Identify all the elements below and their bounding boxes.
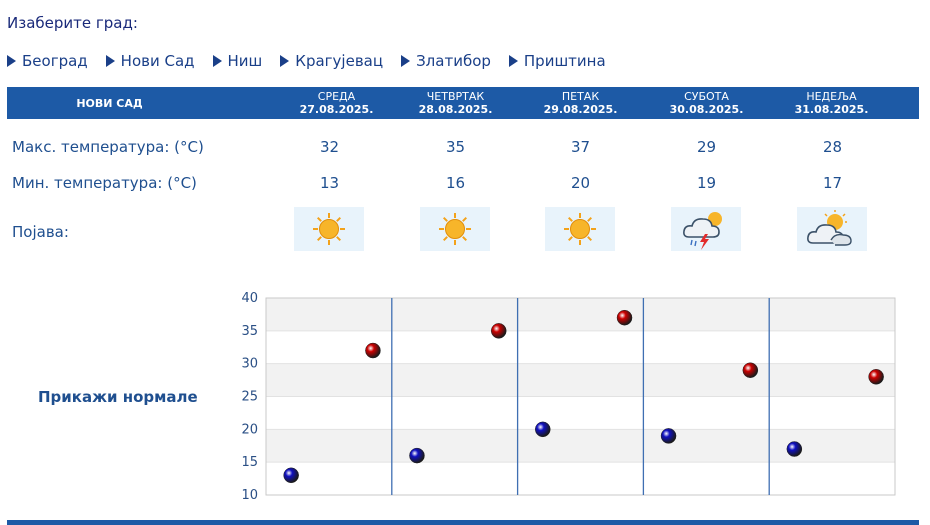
thunderstorm-icon <box>671 207 741 251</box>
min-temp-marker <box>660 428 677 444</box>
chart-y-tick-label: 15 <box>241 455 258 470</box>
chart-grid <box>265 297 896 496</box>
city-link-zlatibor[interactable]: Златибор <box>401 52 491 70</box>
chart-y-tick-label: 35 <box>241 324 258 339</box>
arrow-right-icon <box>401 55 411 67</box>
partly-cloudy-icon <box>797 207 867 251</box>
arrow-right-icon <box>7 55 16 67</box>
show-normals-button[interactable]: Прикажи нормале <box>38 388 198 406</box>
min-temp-value: 19 <box>696 174 717 192</box>
city-link-label: Београд <box>22 52 88 70</box>
day-header: ЧЕТВРТАК 28.08.2025. <box>393 90 518 116</box>
phenomenon-label: Појава: <box>12 223 69 241</box>
day-date: 27.08.2025. <box>299 103 374 116</box>
max-temp-marker <box>490 323 507 339</box>
chart-band <box>266 396 895 430</box>
day-header: НЕДЕЉА 31.08.2025. <box>769 90 894 116</box>
day-name: СУБОТА <box>684 90 729 103</box>
day-date: 31.08.2025. <box>794 103 869 116</box>
day-header: ПЕТАК 29.08.2025. <box>518 90 643 116</box>
max-temp-marker <box>742 362 759 378</box>
arrow-right-icon <box>280 55 290 67</box>
chart-band <box>266 462 895 495</box>
chart-y-tick-label: 40 <box>241 291 258 306</box>
arrow-right-icon <box>105 55 115 67</box>
chart-y-tick-label: 10 <box>241 488 258 500</box>
min-temp-value: 16 <box>445 174 466 192</box>
city-link-label: Нови Сад <box>120 52 195 70</box>
min-temp-value: 13 <box>319 174 340 192</box>
bottom-divider <box>7 520 919 525</box>
max-temp-value: 29 <box>696 138 717 156</box>
city-link-label: Приштина <box>523 52 606 70</box>
min-temp-marker <box>535 421 551 438</box>
chart-band <box>266 330 895 364</box>
sun-icon <box>545 207 615 251</box>
day-date: 30.08.2025. <box>669 103 744 116</box>
max-temp-marker <box>365 342 381 359</box>
max-temp-value: 35 <box>445 138 466 156</box>
day-name: ПЕТАК <box>561 90 600 103</box>
temperature-chart: 10 15 20 25 30 35 40 <box>241 291 896 500</box>
city-link-beograd[interactable]: Београд <box>7 52 88 70</box>
day-name: ЧЕТВРТАК <box>426 90 485 103</box>
city-link-nis[interactable]: Ниш <box>212 52 263 70</box>
day-date: 28.08.2025. <box>418 103 493 116</box>
arrow-right-icon <box>508 55 518 67</box>
day-date: 29.08.2025. <box>543 103 618 116</box>
city-link-novi-sad[interactable]: Нови Сад <box>105 52 195 70</box>
chart-y-tick-label: 30 <box>241 357 258 372</box>
city-link-label: Златибор <box>416 52 491 70</box>
chart-y-ticks: 10 15 20 25 30 35 40 <box>241 291 258 500</box>
forecast-city-name: НОВИ САД <box>76 97 143 110</box>
day-header: СРЕДА 27.08.2025. <box>274 90 399 116</box>
day-header: СУБОТА 30.08.2025. <box>644 90 769 116</box>
min-temp-value: 17 <box>822 174 843 192</box>
min-temp-label: Мин. температура: (°C) <box>12 174 197 192</box>
city-link-label: Крагујевац <box>295 52 384 70</box>
city-link-kragujevac[interactable]: Крагујевац <box>280 52 383 70</box>
chart-y-tick-label: 20 <box>241 422 258 437</box>
max-temp-label: Макс. температура: (°C) <box>12 138 204 156</box>
chart-y-tick-label: 25 <box>241 390 258 405</box>
day-name: СРЕДА <box>317 90 356 103</box>
city-link-pristina[interactable]: Приштина <box>508 52 606 70</box>
min-temp-marker <box>786 441 803 457</box>
chart-markers <box>283 309 884 484</box>
sun-icon <box>294 207 364 251</box>
city-link-label: Ниш <box>227 52 263 70</box>
day-name: НЕДЕЉА <box>806 90 857 103</box>
min-temp-marker <box>409 447 425 464</box>
chart-band <box>266 298 895 331</box>
arrow-right-icon <box>212 55 222 67</box>
chart-frame <box>265 297 896 496</box>
max-temp-value: 37 <box>570 138 591 156</box>
city-nav: Београд Нови Сад Ниш Крагујевац Златибор… <box>7 52 624 70</box>
forecast-header: НОВИ САД СРЕДА 27.08.2025. ЧЕТВРТАК 28.08.… <box>7 87 919 119</box>
chart-band <box>266 363 895 397</box>
min-temp-marker <box>283 467 299 484</box>
min-temp-value: 20 <box>570 174 591 192</box>
max-temp-value: 28 <box>822 138 843 156</box>
max-temp-value: 32 <box>319 138 340 156</box>
max-temp-marker <box>868 369 884 385</box>
choose-city-label: Изаберите град: <box>7 14 138 32</box>
sun-icon <box>420 207 490 251</box>
max-temp-marker <box>616 309 633 326</box>
